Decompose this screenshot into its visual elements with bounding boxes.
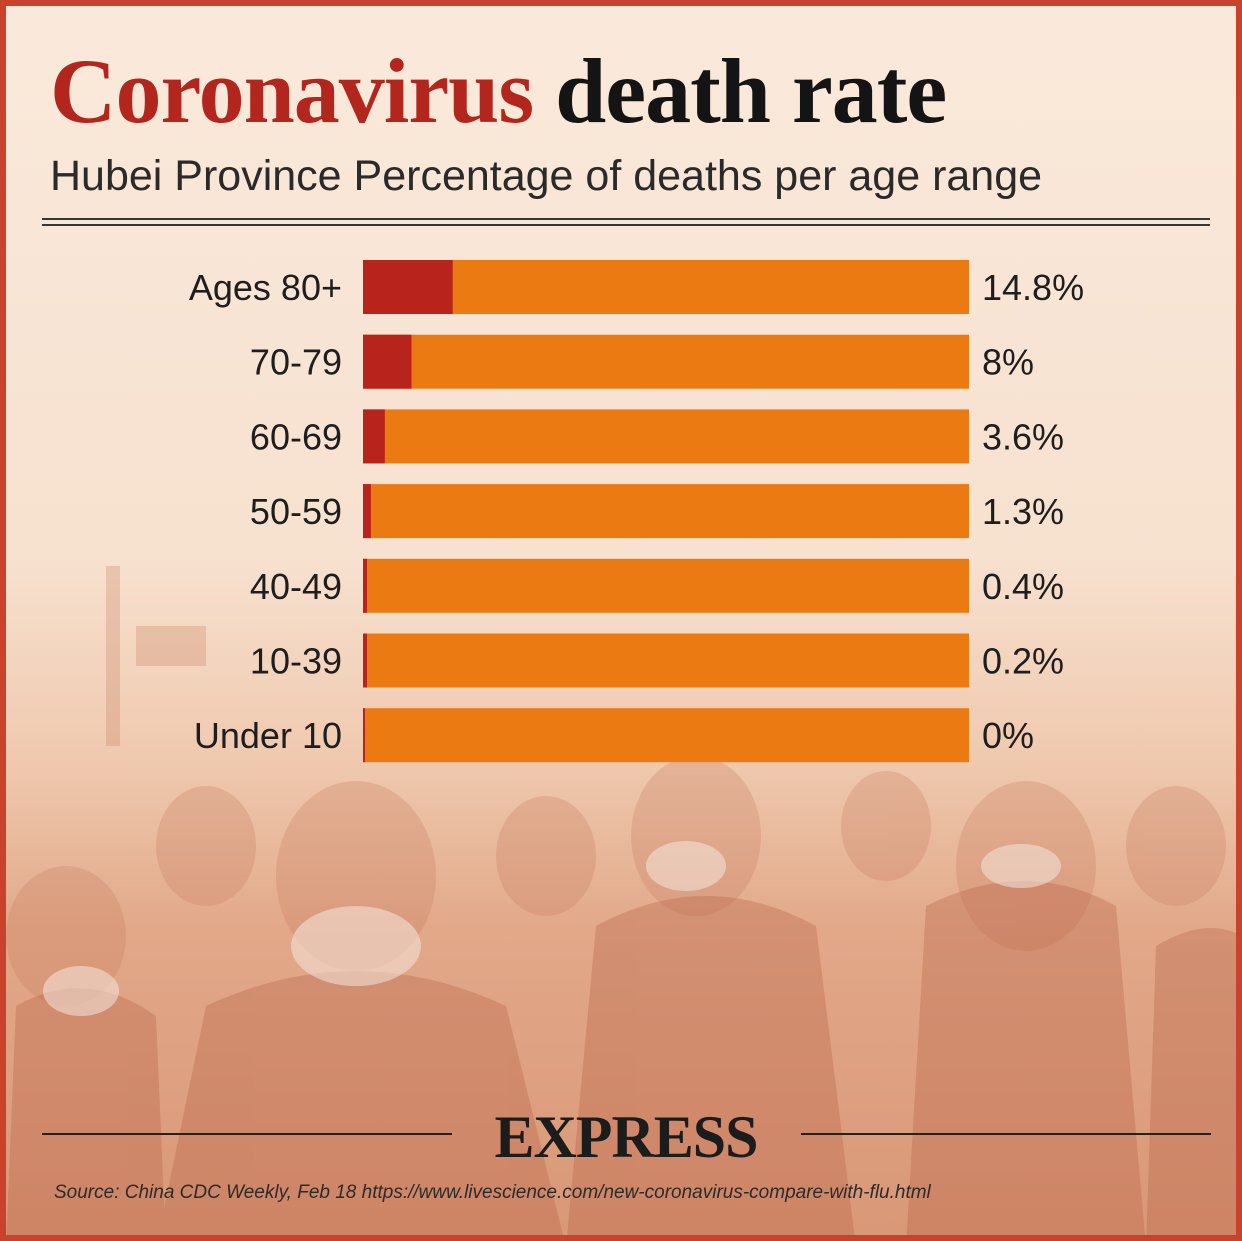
category-label: 70-79	[250, 342, 342, 383]
category-label: Under 10	[194, 715, 342, 756]
bar-value	[363, 633, 367, 688]
title-main-text: death rate	[555, 40, 947, 142]
value-label: 0.4%	[982, 566, 1064, 607]
value-label: 3.6%	[982, 416, 1064, 457]
header-rule-top	[42, 218, 1210, 220]
chart-subtitle: Hubei Province Percentage of deaths per …	[50, 152, 1043, 200]
bar-track	[363, 558, 969, 613]
value-label: 0.2%	[982, 641, 1064, 682]
value-label: 1.3%	[982, 491, 1064, 532]
bar-value	[363, 334, 412, 389]
category-label: Ages 80+	[189, 267, 342, 308]
bar-track	[363, 334, 969, 389]
express-logo: EXPRESS	[494, 1104, 758, 1170]
bar-value	[363, 558, 367, 613]
category-label: 10-39	[250, 641, 342, 682]
crowd-background-image	[6, 566, 1236, 1235]
category-label: 40-49	[250, 566, 342, 607]
brand-rule-right	[801, 1133, 1211, 1135]
bar-value	[363, 484, 371, 539]
bar-value	[363, 260, 453, 314]
value-label: 14.8%	[982, 267, 1084, 308]
chart-title: Coronavirus death rate	[50, 36, 1210, 146]
bar-value	[363, 708, 365, 763]
bar-track	[363, 260, 969, 314]
bar-track	[363, 484, 969, 539]
category-label: 50-59	[250, 491, 342, 532]
title-accent-text: Coronavirus	[50, 40, 534, 142]
category-label: 60-69	[250, 416, 342, 457]
bar-track	[363, 409, 969, 464]
bar-chart: Ages 80+ 14.8% 70-79 8% 60-69 3.6% 50-59 1.3% 40…	[189, 260, 1084, 763]
bar-track	[363, 708, 969, 763]
bar-track	[363, 633, 969, 688]
value-label: 0%	[982, 715, 1034, 756]
header-rule-bottom	[42, 224, 1210, 226]
bar-value	[363, 409, 385, 464]
brand-rule-left	[42, 1133, 452, 1135]
source-note: Source: China CDC Weekly, Feb 18 https:/…	[54, 1182, 931, 1203]
value-label: 8%	[982, 342, 1034, 383]
